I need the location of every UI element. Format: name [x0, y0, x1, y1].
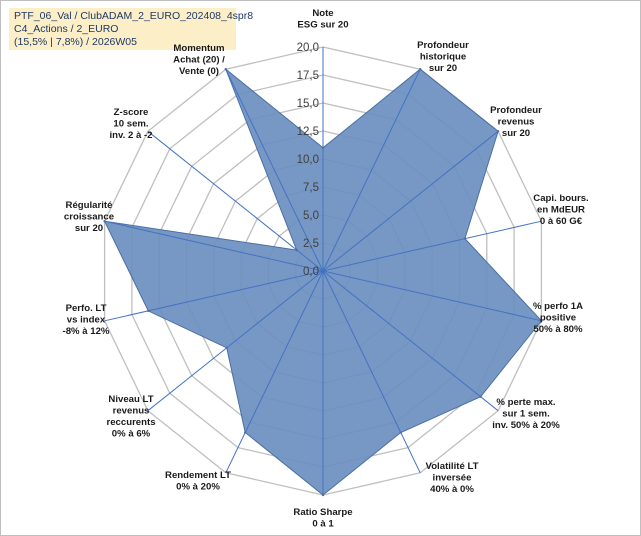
radial-tick-label: 15,0 — [297, 98, 319, 110]
data-point — [463, 237, 467, 240]
axis-label: Note — [312, 8, 333, 19]
axis-label: sur 1 sem. — [502, 409, 549, 420]
axis-label: ESG sur 20 — [297, 20, 348, 31]
axis-label: 10 sem. — [113, 119, 148, 130]
radial-tick-label: 7,5 — [303, 182, 319, 194]
title-line-2: C4_Actions / 2_EURO — [14, 23, 119, 35]
axis-label: sur 20 — [75, 223, 103, 234]
radial-tick-label: 10,0 — [297, 154, 319, 166]
axis-label: vs index — [67, 315, 106, 326]
axis-label: Profondeur — [417, 40, 469, 51]
axis-label: Rendement LT — [165, 470, 231, 481]
axis-spoke — [322, 130, 499, 272]
data-point — [540, 319, 543, 322]
radial-tick-label: 12,5 — [297, 126, 319, 138]
data-point — [103, 220, 106, 223]
axis-label: Achat (20) / — [173, 55, 225, 66]
axis-label: Perfo. LT — [66, 303, 107, 314]
axis-spoke — [322, 270, 499, 412]
data-point — [147, 309, 150, 313]
axis-spoke — [322, 270, 542, 322]
axis-label: sur 20 — [429, 63, 457, 74]
axis-label: croissance — [64, 212, 114, 223]
axis-label: inversée — [433, 473, 472, 484]
axis-label: sur 20 — [502, 128, 530, 139]
axis-label: en MdEUR — [537, 205, 585, 216]
axis-label: historique — [420, 52, 466, 63]
radial-tick-label: 2,5 — [303, 238, 319, 250]
radial-tick-label: 0,0 — [303, 266, 319, 278]
axis-spoke — [104, 270, 324, 322]
axis-label: 50% à 80% — [533, 324, 583, 335]
axis-label: 40% à 0% — [430, 484, 474, 495]
axis-label: Ratio Sharpe — [293, 507, 352, 518]
axis-spoke — [104, 220, 324, 272]
axis-label: Régularité — [66, 200, 113, 211]
axis-spoke — [322, 220, 542, 272]
axis-label: positive — [540, 313, 576, 324]
axis-label: revenus — [498, 117, 535, 128]
axis-label: 0% à 6% — [112, 429, 151, 440]
axis-label: revenus — [113, 406, 150, 417]
axis-label: Volatilité LT — [426, 461, 479, 472]
data-point — [225, 346, 228, 349]
data-point — [479, 395, 482, 398]
data-point — [224, 68, 227, 71]
axis-label: 0 à 1 — [312, 519, 334, 530]
data-point — [244, 431, 247, 434]
axis-label: Vente (0) — [179, 66, 219, 77]
axis-spoke — [322, 68, 421, 272]
axis-spoke — [147, 130, 324, 272]
radial-tick-label: 20,0 — [297, 42, 319, 54]
data-point — [295, 248, 298, 252]
chart-title-box: PTF_06_Val / ClubADAM_2_EURO_202408_4spr… — [9, 8, 254, 50]
axis-label: inv. 50% à 20% — [492, 420, 560, 431]
data-point — [399, 431, 402, 434]
axis-label: Z-score — [114, 107, 149, 118]
axis-label: Profondeur — [490, 105, 542, 116]
axis-label: Momentum — [173, 43, 224, 54]
axis-spoke — [225, 68, 324, 272]
data-point — [496, 130, 500, 133]
data-point — [321, 146, 325, 149]
axis-label: Capi. bours. — [533, 193, 588, 204]
axis-label: Niveau LT — [108, 394, 153, 405]
axis-label: 0 à 60 G€ — [540, 216, 583, 227]
axis-label: reccurents — [106, 417, 155, 428]
axis-spoke — [322, 270, 421, 474]
title-line-3: (15,5% | 7,8%) / 2026W05 — [14, 36, 137, 48]
axis-spoke — [147, 270, 324, 412]
axis-label: % perte max. — [496, 397, 555, 408]
radial-tick-label: 17,5 — [297, 70, 319, 82]
axis-spoke — [225, 270, 324, 474]
axis-label: inv. 2 à -2 — [109, 130, 152, 141]
axis-label: % perfo 1A — [533, 301, 583, 312]
axis-label: 0% à 20% — [176, 482, 220, 493]
axis-label: -8% à 12% — [63, 326, 110, 337]
title-line-1: PTF_06_Val / ClubADAM_2_EURO_202408_4spr… — [14, 10, 254, 22]
radial-tick-label: 5,0 — [303, 210, 319, 222]
data-point — [419, 68, 422, 71]
data-point — [321, 493, 325, 497]
